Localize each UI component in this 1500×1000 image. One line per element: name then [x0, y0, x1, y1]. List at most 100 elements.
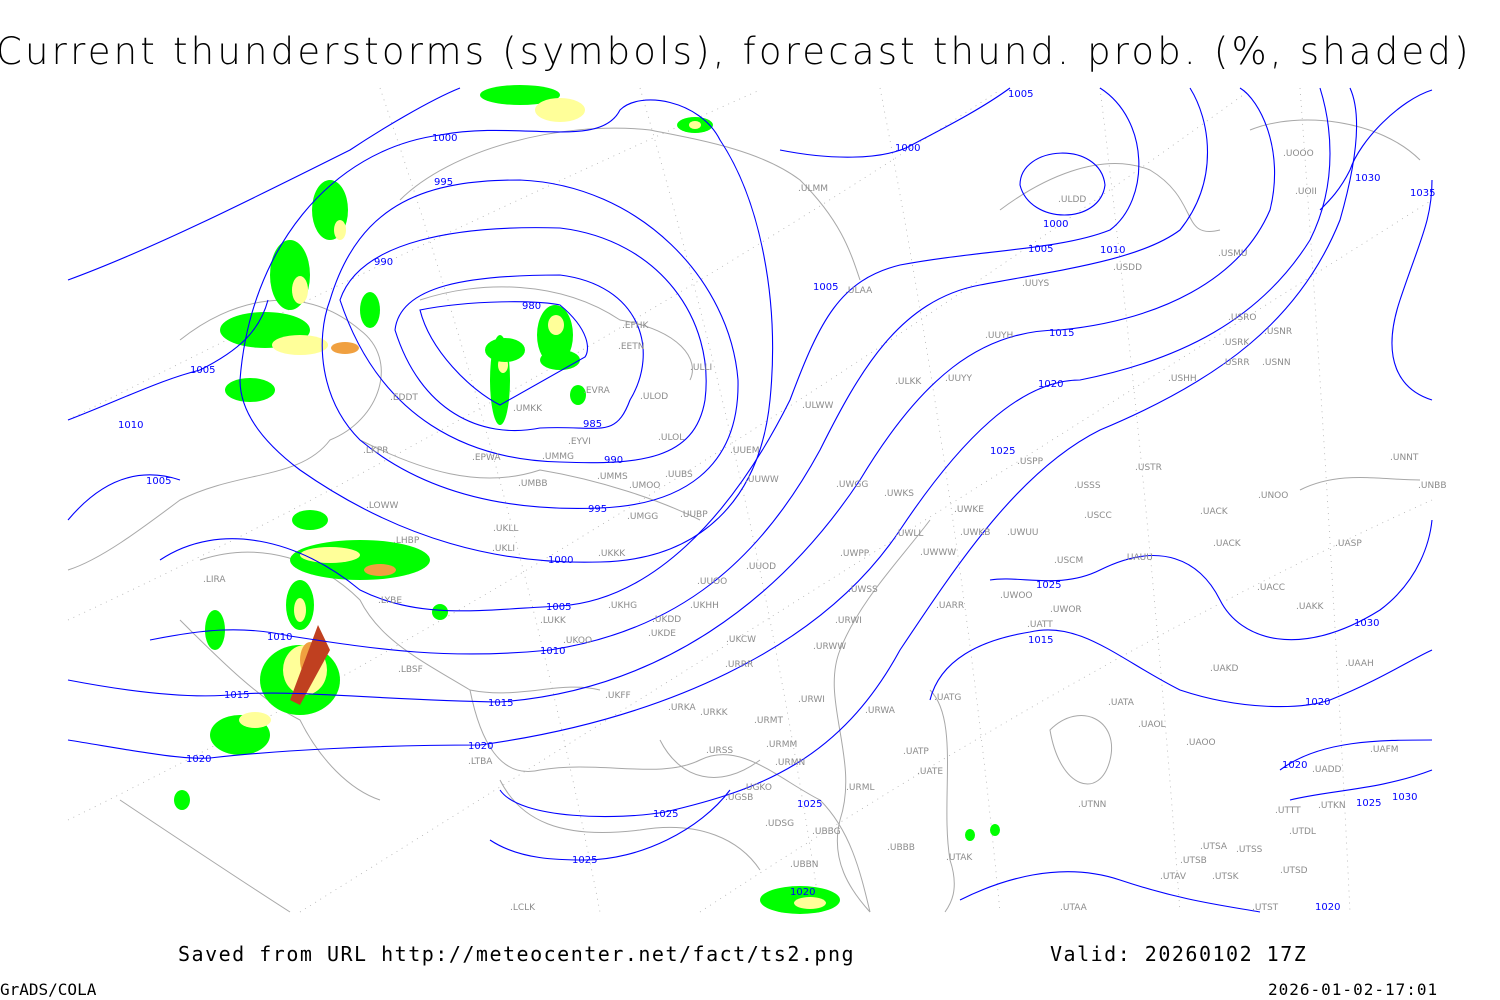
station-label: .UTDL: [1289, 827, 1316, 837]
station-label: .USCC: [1084, 511, 1112, 521]
isobar-label: 1025: [990, 446, 1015, 457]
station-label: .USDD: [1113, 263, 1142, 273]
isobar-line: [239, 99, 774, 563]
station-label: .URKK: [700, 708, 729, 718]
station-label: .USNN: [1262, 358, 1291, 368]
station-label: .UKFF: [605, 691, 631, 701]
storm-prob-area: [225, 378, 275, 402]
isobar-label: 1005: [146, 476, 171, 487]
station-label: .LUKK: [540, 616, 567, 626]
station-label: .URWW: [813, 642, 846, 652]
isobar-label: 1030: [1392, 792, 1417, 803]
station-label: .UTAV: [1160, 872, 1187, 882]
station-label: .UWLL: [895, 529, 923, 539]
isobar-label: 1025: [1356, 798, 1381, 809]
isobar-label: 995: [588, 504, 607, 515]
storm-prob-area: [174, 790, 190, 810]
valid-time: Valid: 20260102 17Z: [1050, 942, 1308, 966]
storm-prob-area: [689, 121, 701, 129]
isobar-label: 1005: [546, 602, 571, 613]
station-label: .UAKK: [1296, 602, 1325, 612]
station-label: .UBBG: [812, 827, 841, 837]
station-label: .ULLI: [690, 363, 712, 373]
station-label: .UKCW: [726, 635, 756, 645]
station-label: .LHBP: [393, 536, 420, 546]
station-label: .ULOD: [640, 392, 668, 402]
isobar-line: [67, 299, 269, 421]
station-label: .ULAA: [845, 286, 873, 296]
isobar-label: 1010: [118, 420, 143, 431]
station-label: .USRR: [1222, 358, 1250, 368]
storm-prob-area: [548, 315, 564, 335]
station-label: .LCLK: [510, 903, 536, 913]
station-label: .UWWW: [920, 548, 956, 558]
isobar-label: 1020: [468, 741, 493, 752]
isobar-line: [394, 274, 644, 432]
station-label: .USHH: [1168, 374, 1197, 384]
isobar-line: [321, 179, 739, 509]
isobar-label: 1005: [1008, 89, 1033, 100]
station-label: .ULOL: [658, 433, 684, 443]
isobar-line: [989, 519, 1433, 641]
isobar-label: 990: [604, 455, 623, 466]
isobar-label: 1015: [488, 698, 513, 709]
station-label: .USRK: [1222, 338, 1250, 348]
isobar-label: 1015: [1049, 328, 1074, 339]
station-label: .URWA: [865, 706, 896, 716]
isobar-label: 1020: [1038, 379, 1063, 390]
station-label: .UACK: [1213, 539, 1242, 549]
storm-prob-area: [990, 824, 1000, 836]
station-label: .UKDE: [648, 629, 676, 639]
station-label: .LTBA: [468, 757, 493, 767]
station-label: .UAUU: [1124, 553, 1153, 563]
station-label: .UUWW: [745, 475, 779, 485]
storm-prob-area: [535, 98, 585, 122]
isobar-label: 985: [583, 419, 602, 430]
isobar-line: [149, 87, 1208, 655]
station-label: .UNBB: [1418, 481, 1447, 491]
station-label: .URWI: [835, 616, 862, 626]
station-label: .UKLL: [493, 524, 518, 534]
isobar-label: 1010: [1100, 245, 1125, 256]
station-label: .UWPP: [840, 549, 870, 559]
station-label: .UAOO: [1186, 738, 1216, 748]
isobar-label: 1000: [548, 555, 573, 566]
storm-prob-area: [965, 829, 975, 841]
isobar-label: 1020: [790, 887, 815, 898]
station-label: .USCM: [1054, 556, 1083, 566]
isobar-line: [67, 87, 1276, 703]
isobar-line: [499, 87, 1358, 818]
isobar-label: 1035: [1410, 188, 1435, 199]
station-label: .UNOO: [1258, 491, 1288, 501]
isobar-label: 1000: [432, 133, 457, 144]
isobar-label: 1000: [1043, 219, 1068, 230]
station-label: .UBBB: [887, 843, 915, 853]
station-label: .UMMS: [597, 472, 628, 482]
isobar-label: 1005: [813, 282, 838, 293]
isobar-line: [779, 87, 1011, 158]
isobar-line: [1019, 152, 1106, 216]
station-label: .UADD: [1312, 765, 1342, 775]
storm-prob-area: [364, 564, 396, 576]
station-label: .UACC: [1257, 583, 1285, 593]
station-label: .UWGG: [836, 480, 868, 490]
isobar-label: 995: [434, 177, 453, 188]
isobar-line: [959, 871, 1261, 913]
isobar-label: 1025: [1036, 580, 1061, 591]
isobar-label: 980: [522, 301, 541, 312]
isobar-line: [67, 474, 181, 521]
station-label: .LBSF: [398, 665, 423, 675]
storm-prob-area: [794, 897, 826, 909]
station-label: .URML: [846, 783, 874, 793]
station-label: .UATA: [1108, 698, 1135, 708]
station-label: .UWKE: [954, 505, 984, 515]
isobar-label: 1025: [797, 799, 822, 810]
station-label: .URMM: [766, 740, 797, 750]
station-label: .UUBP: [680, 510, 708, 520]
isobar-line: [1289, 769, 1433, 801]
isobar-label: 1005: [190, 365, 215, 376]
thunderstorm-probability-shading: [174, 85, 1000, 914]
station-label: .UUYH: [985, 331, 1013, 341]
storm-prob-area: [485, 338, 525, 362]
